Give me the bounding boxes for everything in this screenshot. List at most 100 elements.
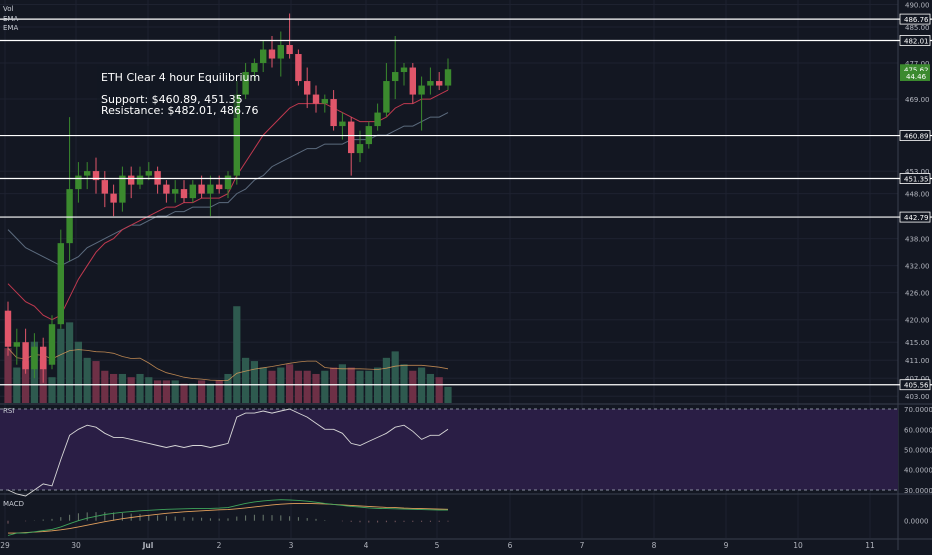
candle-body[interactable] <box>40 346 47 370</box>
candle-body[interactable] <box>436 81 443 86</box>
candle-body[interactable] <box>110 193 117 203</box>
volume-bars <box>4 306 452 403</box>
level-price-tag[interactable] <box>899 379 931 391</box>
candle-body[interactable] <box>216 184 223 190</box>
volume-bar <box>4 348 12 403</box>
last-price-tag[interactable] <box>900 64 930 75</box>
macd-signal-line <box>8 502 449 534</box>
time-axis[interactable]: 29 30 Jul 2 3 4 5 6 7 8 9 10 11 <box>0 541 875 550</box>
volume-bar <box>83 357 91 403</box>
price-axis[interactable]: 490.00 485.00 477.00 469.00 453.00 448.00 438.… <box>899 2 931 402</box>
candle-body[interactable] <box>22 342 29 370</box>
candle-body[interactable] <box>198 184 205 194</box>
candle-body[interactable] <box>277 45 284 59</box>
countdown-label: 44.46 <box>906 73 927 81</box>
price-tick-label: 403.00 <box>905 393 930 401</box>
time-tick-label: 29 <box>0 541 10 550</box>
volume-bar <box>136 373 144 403</box>
price-tick-label: 469.00 <box>905 96 930 104</box>
volume-bar <box>294 370 302 403</box>
price-tick-label: 490.00 <box>905 2 930 10</box>
candle-body[interactable] <box>312 94 320 104</box>
price-tick-label: 448.00 <box>905 191 930 199</box>
candle-body[interactable] <box>57 243 64 325</box>
candle-body[interactable] <box>444 69 452 86</box>
candle-body[interactable] <box>119 175 126 203</box>
candle-body[interactable] <box>172 189 179 194</box>
price-tick-label: 438.00 <box>905 236 930 244</box>
volume-bar <box>382 357 390 403</box>
candle-body[interactable] <box>13 342 20 347</box>
candle-body[interactable] <box>268 49 276 59</box>
candle-body[interactable] <box>242 72 249 95</box>
candle-body[interactable] <box>409 67 416 95</box>
candle-body[interactable] <box>145 171 152 176</box>
candle-body[interactable] <box>75 175 82 190</box>
level-price-label: 442.79 <box>904 214 929 222</box>
time-tick-label: 5 <box>435 541 440 550</box>
candle-body[interactable] <box>189 184 196 199</box>
last-price-label: 475.62 <box>904 66 929 74</box>
time-tick-label: Jul <box>142 541 154 550</box>
level-price-tag[interactable] <box>899 35 931 46</box>
volume-bar <box>110 373 118 403</box>
ema2-legend-label[interactable]: EMA <box>3 24 18 32</box>
candle-body[interactable] <box>251 63 258 73</box>
candle-body[interactable] <box>136 175 144 185</box>
rsi-band-fill <box>0 409 898 490</box>
volume-bar <box>365 370 373 403</box>
annotation-title: ETH Clear 4 hour Equilibrium <box>101 71 260 84</box>
countdown-tag <box>900 71 930 81</box>
price-tick-label: 477.00 <box>905 60 930 68</box>
rsi-legend-label[interactable]: RSI <box>3 407 14 415</box>
candle-body[interactable] <box>339 121 346 127</box>
candle-body[interactable] <box>286 45 293 55</box>
candle-body[interactable] <box>84 171 91 176</box>
candle-body[interactable] <box>4 310 12 347</box>
candle-body[interactable] <box>31 346 38 370</box>
volume-bar <box>303 370 311 403</box>
volume-bar <box>233 306 241 403</box>
candle-body[interactable] <box>224 175 232 190</box>
candle-body[interactable] <box>207 184 214 194</box>
time-tick-label: 2 <box>217 541 222 550</box>
candle-body[interactable] <box>383 81 390 113</box>
candle-body[interactable] <box>321 99 328 104</box>
level-price-tag[interactable] <box>899 130 931 141</box>
volume-bar <box>206 383 214 403</box>
candle-body[interactable] <box>101 180 108 194</box>
candle-body[interactable] <box>180 189 188 199</box>
candle-body[interactable] <box>260 49 267 64</box>
level-price-tag[interactable] <box>899 173 931 184</box>
volume-bar <box>435 377 443 403</box>
horizontal-levels[interactable] <box>0 18 932 386</box>
level-price-tag[interactable] <box>899 211 931 223</box>
candle-body[interactable] <box>348 121 355 154</box>
candle-body[interactable] <box>418 85 425 95</box>
candle-body[interactable] <box>392 72 399 82</box>
candle-body[interactable] <box>163 184 170 194</box>
vol-legend-label[interactable]: Vol <box>3 5 14 13</box>
candle-body[interactable] <box>304 81 311 95</box>
candle-body[interactable] <box>295 54 302 82</box>
candle-body[interactable] <box>66 189 73 244</box>
annotation-box[interactable]: ETH Clear 4 hour Equilibrium Support: $4… <box>97 66 260 118</box>
macd-legend-label[interactable]: MACD <box>3 500 24 508</box>
candle-body[interactable] <box>154 171 161 185</box>
price-tick-label: 420.00 <box>905 317 930 325</box>
candle-body[interactable] <box>128 175 135 185</box>
ema1-legend-label[interactable]: EMA <box>3 15 18 23</box>
candle-body[interactable] <box>92 171 100 181</box>
candle-body[interactable] <box>330 99 337 127</box>
time-tick-label: 7 <box>580 541 585 550</box>
candle-body[interactable] <box>400 67 408 73</box>
candle-body[interactable] <box>374 112 381 127</box>
candle-body[interactable] <box>356 144 364 154</box>
candle-body[interactable] <box>427 81 434 86</box>
level-price-tag[interactable] <box>899 13 931 25</box>
volume-bar <box>444 386 452 403</box>
volume-bar <box>22 361 30 403</box>
candle-body[interactable] <box>48 324 56 365</box>
